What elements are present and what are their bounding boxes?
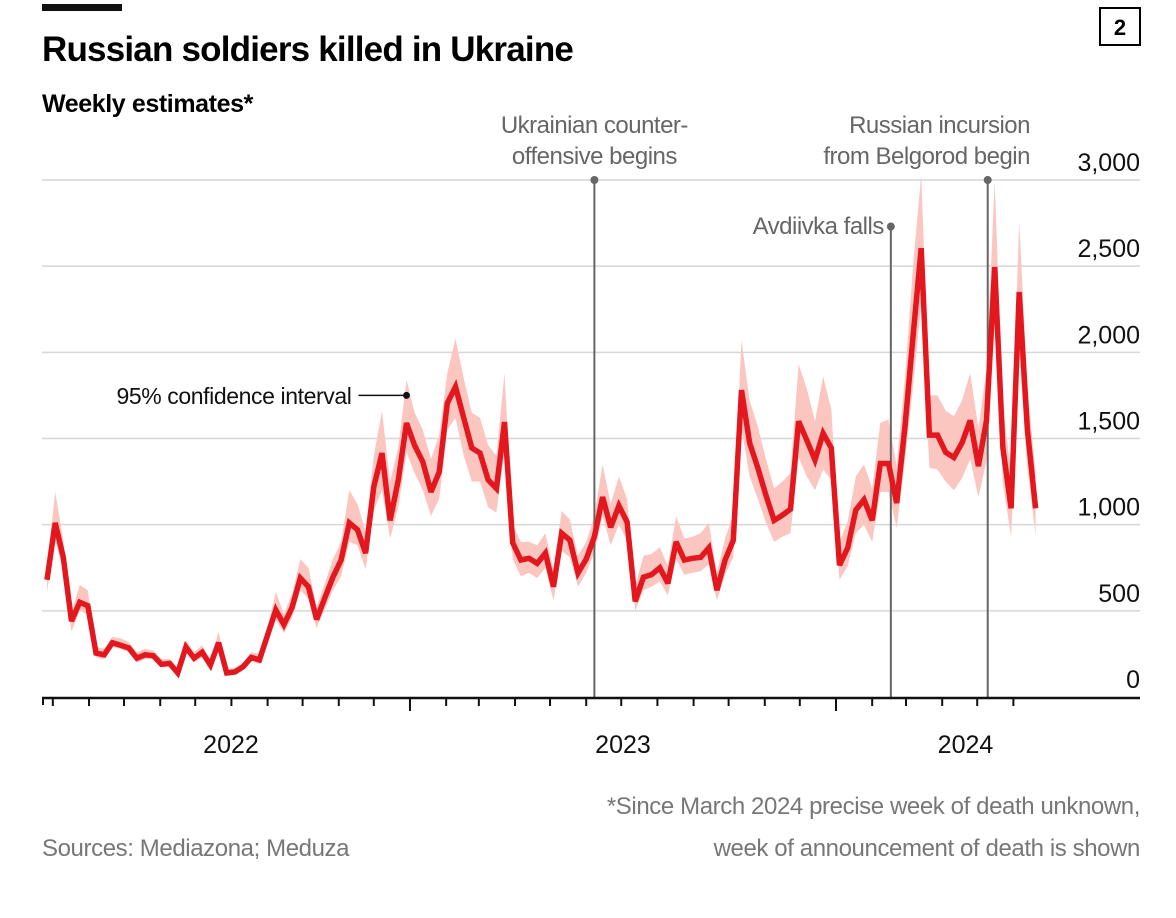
weekly-deaths-line xyxy=(44,247,1039,679)
annotation-ci-dot xyxy=(402,391,410,399)
y-tick-label: 1,000 xyxy=(1077,494,1140,522)
badge-text: 2 xyxy=(1114,15,1126,40)
footnote-line2: week of announcement of death is shown xyxy=(713,835,1140,862)
footnote-line1: *Since March 2024 precise week of death … xyxy=(607,793,1140,820)
x-tick-label: 2023 xyxy=(595,731,651,759)
annotation-avdiivka: Avdiivka falls xyxy=(753,213,885,240)
annotation-ci-text: 95% confidence interval xyxy=(116,383,351,409)
series-line xyxy=(44,247,1039,679)
avdiivka-dot xyxy=(886,222,895,231)
annotation-counteroffensive-line1: Ukrainian counter- xyxy=(501,112,688,139)
annotation-belgorod-line2: from Belgorod begin xyxy=(823,143,1030,170)
annotation-counteroffensive: Ukrainian counter- offensive begins xyxy=(501,112,689,170)
annotation-belgorod: Russian incursion from Belgorod begin xyxy=(823,112,1030,170)
annotation-confidence-interval: 95% confidence interval xyxy=(116,383,410,409)
x-tick-label: 2022 xyxy=(203,731,259,759)
belgorod-dot xyxy=(983,176,992,184)
x-tick-label: 2024 xyxy=(938,731,994,759)
chart-number-badge: 2 xyxy=(1099,7,1141,46)
y-tick-label: 2,500 xyxy=(1077,235,1140,263)
header-bar xyxy=(42,4,122,11)
x-axis: 2022 2023 2024 xyxy=(42,696,1140,759)
y-tick-label: 1,500 xyxy=(1077,408,1140,436)
confidence-band xyxy=(47,174,1036,677)
y-tick-label: 2,000 xyxy=(1077,321,1140,349)
y-tick-label: 500 xyxy=(1098,580,1140,608)
chart-title: Russian soldiers killed in Ukraine xyxy=(42,30,573,69)
confidence-interval-area xyxy=(47,174,1036,677)
y-axis: 0 500 1,000 1,500 2,000 2,500 3,000 xyxy=(1077,149,1140,694)
annotation-counteroffensive-line2: offensive begins xyxy=(512,143,678,170)
y-tick-label: 0 xyxy=(1126,666,1140,694)
chart-subtitle: Weekly estimates* xyxy=(42,90,254,118)
annotation-belgorod-line1: Russian incursion xyxy=(849,112,1030,139)
y-tick-label: 3,000 xyxy=(1077,149,1140,177)
sources: Sources: Mediazona; Meduza xyxy=(42,835,350,862)
counteroffensive-dot xyxy=(590,176,599,184)
